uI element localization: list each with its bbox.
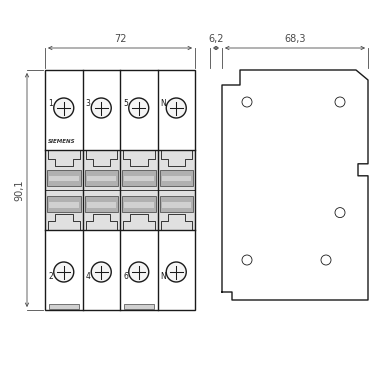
Text: 3: 3 [85,99,90,108]
Bar [124,176,154,181]
Circle shape [166,98,186,118]
Bar [161,202,191,208]
Bar [122,196,156,213]
Bar [49,176,79,181]
Bar [84,196,118,213]
Bar [47,170,80,186]
Text: SIEMENS: SIEMENS [48,139,75,144]
Text: 4: 4 [85,272,90,281]
Bar [87,176,116,181]
Circle shape [129,262,149,282]
Circle shape [91,98,111,118]
Bar [87,202,116,208]
Circle shape [91,262,111,282]
Bar [124,202,154,208]
Text: 2: 2 [48,272,53,281]
Text: 90,1: 90,1 [14,179,24,201]
Text: 6: 6 [123,272,128,281]
Text: N: N [161,99,166,108]
Text: N: N [161,272,166,281]
Circle shape [129,98,149,118]
Bar [159,170,193,186]
Bar [159,196,193,213]
Bar [161,176,191,181]
Bar [49,304,79,309]
Text: 68,3: 68,3 [284,34,306,44]
Circle shape [166,262,186,282]
Text: 6,2: 6,2 [208,34,224,44]
Text: 72: 72 [114,34,126,44]
Bar [47,196,80,213]
Text: 1: 1 [48,99,53,108]
Bar [45,150,195,230]
Bar [84,170,118,186]
Circle shape [54,98,74,118]
Bar [122,170,156,186]
Text: 5: 5 [123,99,128,108]
Circle shape [54,262,74,282]
Bar [49,202,79,208]
Bar [45,70,195,310]
Bar [124,304,154,309]
